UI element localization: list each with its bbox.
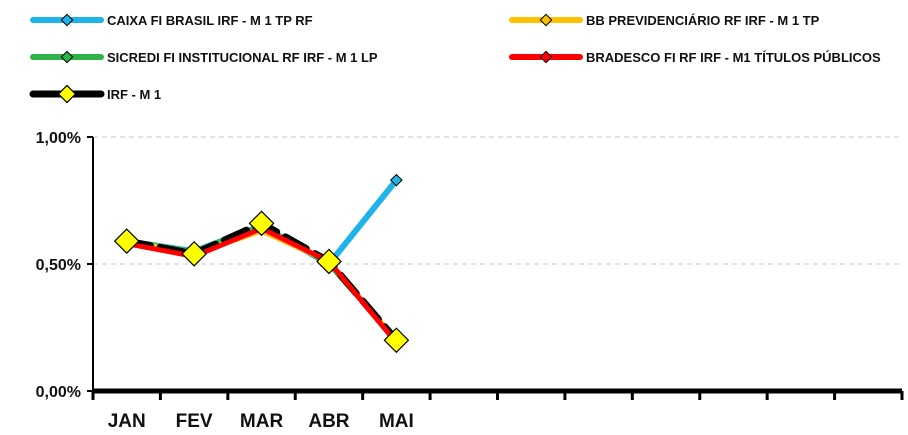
legend-item: CAIXA FI BRASIL IRF - M 1 TP RF <box>30 13 313 28</box>
legend-marker <box>539 50 553 64</box>
legend-label: SICREDI FI INSTITUCIONAL RF IRF - M 1 LP <box>107 50 378 65</box>
legend-marker <box>60 13 74 27</box>
series-5 <box>123 219 400 344</box>
legend-marker <box>57 84 77 104</box>
series-3 <box>124 223 399 343</box>
legend-item: IRF - M 1 <box>29 84 161 104</box>
legend-label: CAIXA FI BRASIL IRF - M 1 TP RF <box>107 13 313 28</box>
series-markers-5 <box>113 210 410 354</box>
series-line <box>124 223 399 343</box>
y-tick-labels: 0,00% 0,50% 1,00% <box>36 130 81 401</box>
legend-label: BB PREVIDENCIÁRIO RF IRF - M 1 TP <box>586 13 820 28</box>
series-line <box>123 219 400 344</box>
data-point <box>248 210 275 237</box>
y-tick-label: 0,00% <box>36 384 81 401</box>
legend-item: BRADESCO FI RF IRF - M1 TÍTULOS PÚBLICOS <box>509 50 881 65</box>
data-point <box>316 248 342 275</box>
x-tick-label: MAR <box>240 411 284 432</box>
y-tick-label: 1,00% <box>36 130 81 147</box>
legend-label: BRADESCO FI RF IRF - M1 TÍTULOS PÚBLICOS <box>586 50 881 65</box>
x-tick-label: ABR <box>308 411 349 432</box>
data-point <box>113 228 140 255</box>
series-markers-1 <box>390 173 403 187</box>
x-tick-labels: JAN FEV MAR ABR MAI <box>108 411 414 432</box>
axes <box>87 136 904 400</box>
series-lines <box>113 173 410 354</box>
x-tick-label: MAI <box>379 411 414 432</box>
data-point <box>390 173 403 187</box>
legend-label: IRF - M 1 <box>107 87 161 102</box>
legend-item: BB PREVIDENCIÁRIO RF IRF - M 1 TP <box>509 13 820 28</box>
legend-marker <box>60 50 74 64</box>
x-tick-label: FEV <box>176 411 213 432</box>
y-tick-label: 0,50% <box>36 257 81 274</box>
data-point <box>181 240 207 267</box>
legend-marker <box>539 13 553 27</box>
data-point <box>383 327 410 354</box>
legend: CAIXA FI BRASIL IRF - M 1 TP RF BB PREVID… <box>29 13 881 104</box>
x-tick-label: JAN <box>108 411 146 432</box>
legend-item: SICREDI FI INSTITUCIONAL RF IRF - M 1 LP <box>30 50 378 65</box>
